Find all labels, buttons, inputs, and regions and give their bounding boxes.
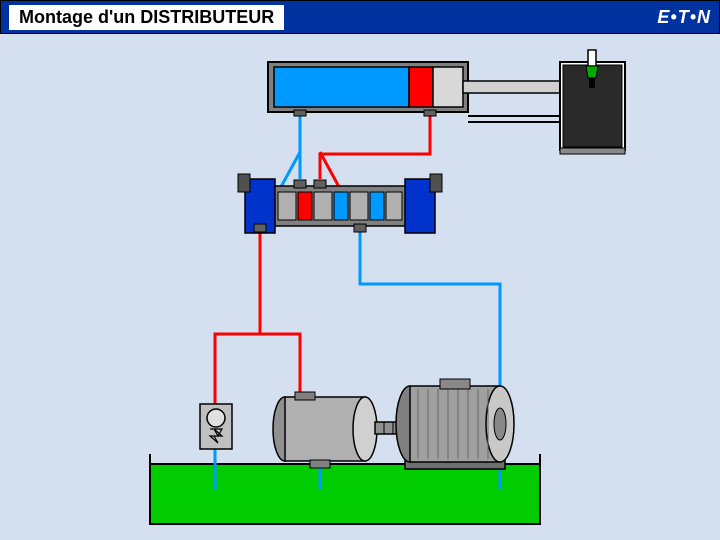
pump [273,392,377,468]
hydraulic-diagram [0,34,720,540]
load-block [468,50,625,154]
cylinder [268,62,468,116]
relief-valve [200,404,232,449]
motor [396,379,514,469]
reservoir [150,464,540,524]
brand-logo: E•T•N [657,7,711,28]
header-bar: Montage d'un DISTRIBUTEUR E•T•N [0,0,720,34]
directional-valve [238,174,442,233]
page-title: Montage d'un DISTRIBUTEUR [9,5,284,30]
piston-rod [463,81,563,93]
